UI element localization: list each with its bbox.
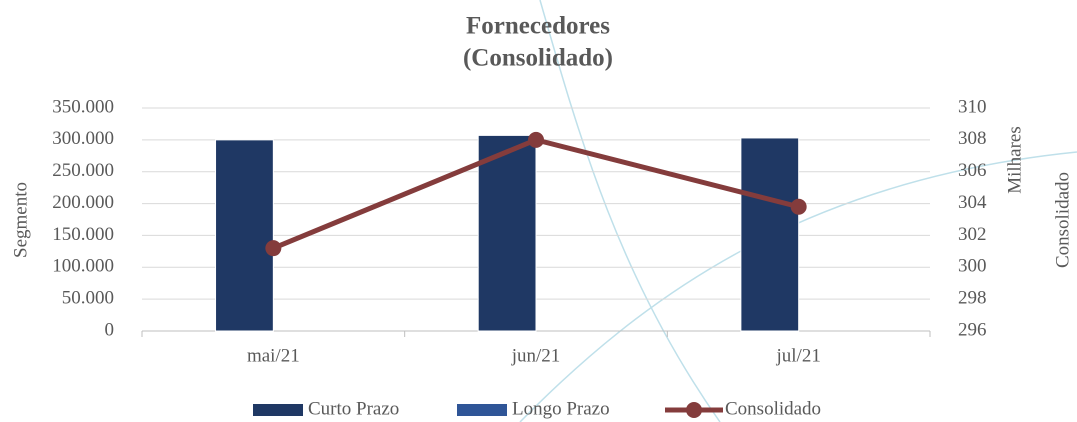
decoration xyxy=(519,151,1077,422)
marker xyxy=(265,240,282,257)
chart-title: Fornecedores xyxy=(466,13,610,40)
decoration xyxy=(539,0,721,422)
legend-label: Consolidado xyxy=(725,398,821,419)
marker xyxy=(790,198,807,215)
y2-tick-label: 310 xyxy=(958,96,987,117)
y2-tick-label: 298 xyxy=(958,288,987,309)
y-tick-label: 250.000 xyxy=(52,160,114,181)
x-tick-label: jul/21 xyxy=(775,345,820,366)
y-tick-label: 100.000 xyxy=(52,256,114,277)
legend-swatch xyxy=(457,404,507,416)
y-tick-label: 350.000 xyxy=(52,96,114,117)
x-tick-label: jun/21 xyxy=(511,345,561,366)
y2-tick-label: 300 xyxy=(958,256,987,277)
bar xyxy=(215,139,274,332)
y2-tick-label: 302 xyxy=(958,224,987,245)
bar xyxy=(740,137,800,332)
y2-tick-label: 296 xyxy=(958,319,987,340)
y2-axis-label: Consolidado xyxy=(1052,172,1073,268)
y2-tick-label: 304 xyxy=(958,192,987,213)
y-tick-label: 50.000 xyxy=(62,288,114,309)
legend-swatch xyxy=(253,404,303,416)
legend-label: Longo Prazo xyxy=(512,398,610,419)
legend-label: Curto Prazo xyxy=(308,398,399,419)
y2-tick-label: 308 xyxy=(958,128,987,149)
y-axis-label: Segmento xyxy=(10,182,31,258)
y-tick-label: 150.000 xyxy=(52,224,114,245)
bar xyxy=(477,134,537,332)
x-tick-label: mai/21 xyxy=(247,345,300,366)
y2-tick-label: 306 xyxy=(958,160,987,181)
y-tick-label: 300.000 xyxy=(52,128,114,149)
chart-title: (Consolidado) xyxy=(463,45,613,72)
y-tick-label: 0 xyxy=(105,319,115,340)
y-tick-label: 200.000 xyxy=(52,192,114,213)
legend-swatch xyxy=(686,402,702,418)
y2-axis-label: Milhares xyxy=(1004,126,1025,194)
marker xyxy=(528,131,544,148)
